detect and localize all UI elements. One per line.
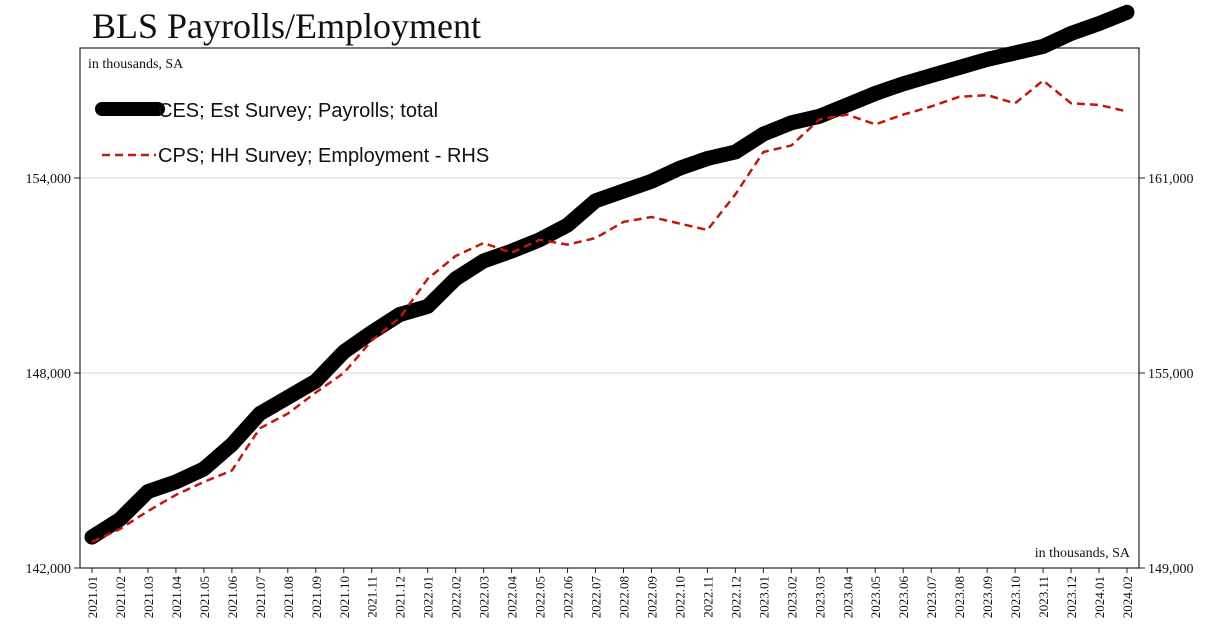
x-tick-label: 2021.11 (365, 576, 380, 618)
x-tick-label: 2021.10 (337, 576, 352, 618)
x-tick-label: 2023.04 (840, 576, 855, 619)
x-tick-label: 2023.03 (812, 576, 827, 618)
x-tick-label: 2021.12 (393, 576, 408, 618)
x-tick-label: 2021.02 (113, 576, 128, 618)
plot-frame (79, 47, 1140, 569)
x-tick-label: 2022.02 (449, 576, 464, 618)
x-tick-label: 2022.09 (644, 576, 659, 618)
y-left-tick-label: 154,000 (26, 172, 72, 187)
y-right-axis: 149,000 155,000 161,000 (1139, 172, 1194, 577)
y-left-tick-label: 148,000 (26, 367, 72, 382)
legend-label-ces: CES; Est Survey; Payrolls; total (158, 100, 438, 122)
x-tick-label: 2022.04 (505, 576, 520, 619)
x-tick-label: 2023.07 (924, 576, 939, 619)
right-unit-label: in thousands, SA (1035, 546, 1131, 561)
series-line-ces-payrolls (84, 4, 1135, 545)
legend-label-cps: CPS; HH Survey; Employment - RHS (158, 145, 489, 167)
gridlines (80, 177, 1139, 374)
x-tick-label: 2023.11 (1036, 576, 1051, 618)
x-tick-label: 2023.10 (1008, 576, 1023, 618)
x-tick-label: 2023.02 (784, 576, 799, 618)
x-tick-label: 2023.01 (756, 576, 771, 618)
y-left-tick-label: 142,000 (26, 562, 72, 577)
x-tick-label: 2022.12 (728, 576, 743, 618)
left-unit-label: in thousands, SA (88, 57, 184, 72)
x-tick-label: 2023.12 (1064, 576, 1079, 618)
x-tick-label: 2021.09 (309, 576, 324, 618)
x-tick-label: 2021.08 (281, 576, 296, 618)
series-layer (84, 4, 1135, 545)
x-tick-label: 2023.08 (952, 576, 967, 618)
series-line-cps-employment (91, 79, 1128, 544)
x-tick-label: 2023.09 (980, 576, 995, 618)
x-tick-label: 2021.05 (197, 576, 212, 618)
y-left-axis: 142,000 148,000 154,000 (26, 172, 80, 577)
legend: CES; Est Survey; Payrolls; total CPS; HH… (95, 100, 489, 167)
x-tick-label: 2022.08 (616, 576, 631, 618)
x-tick-label: 2021.07 (253, 576, 268, 619)
x-axis: 2021.01 2021.02 2021.03 2021.04 2021.05 2021.… (85, 568, 1135, 618)
y-right-tick-label: 155,000 (1148, 367, 1194, 382)
chart-title: BLS Payrolls/Employment (92, 6, 481, 46)
x-tick-label: 2022.07 (589, 576, 604, 619)
x-tick-label: 2023.05 (868, 576, 883, 618)
x-tick-label: 2022.10 (672, 576, 687, 618)
x-tick-label: 2024.01 (1092, 576, 1107, 618)
x-tick-label: 2022.05 (533, 576, 548, 618)
x-tick-label: 2021.06 (225, 576, 240, 619)
y-right-tick-label: 161,000 (1148, 172, 1194, 187)
x-tick-label: 2023.06 (896, 576, 911, 619)
x-tick-label: 2021.04 (169, 576, 184, 619)
x-tick-label: 2022.11 (700, 576, 715, 618)
x-tick-label: 2022.03 (477, 576, 492, 618)
x-tick-label: 2022.01 (421, 576, 436, 618)
y-right-tick-label: 149,000 (1148, 562, 1194, 577)
x-tick-label: 2022.06 (561, 576, 576, 619)
x-tick-label: 2021.01 (85, 576, 100, 618)
x-tick-label: 2021.03 (141, 576, 156, 618)
x-tick-label: 2024.02 (1120, 576, 1135, 618)
